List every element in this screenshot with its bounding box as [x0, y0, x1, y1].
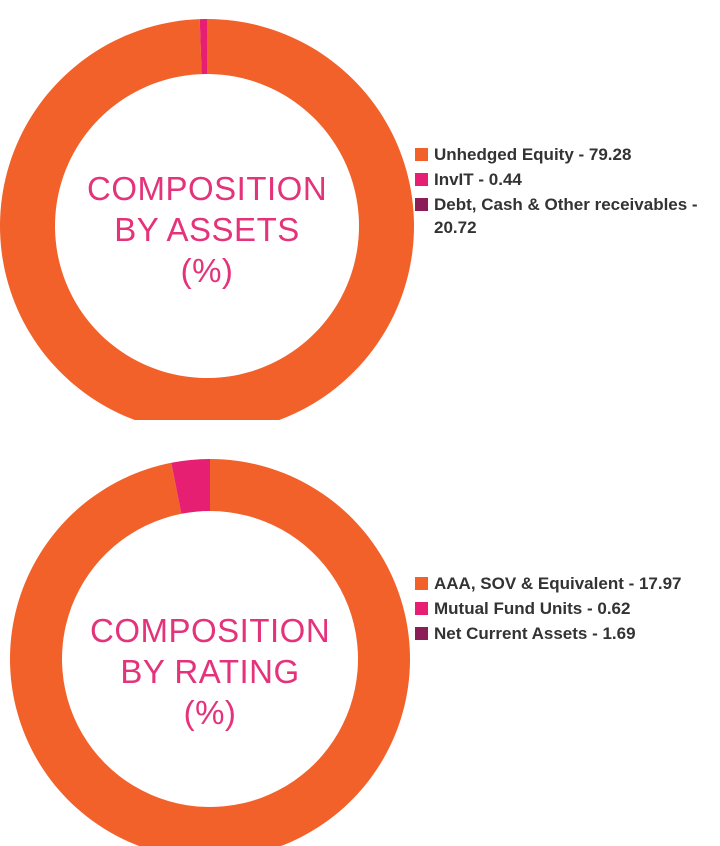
legend-item-unhedged-equity: Unhedged Equity - 79.28	[415, 143, 715, 166]
assets-title-line-3: (%)	[180, 252, 234, 289]
assets-legend: Unhedged Equity - 79.28 InvIT - 0.44 Deb…	[415, 143, 715, 241]
legend-swatch	[415, 148, 428, 161]
rating-center-title: COMPOSITION BY RATING (%)	[90, 610, 330, 733]
legend-label: Unhedged Equity - 79.28	[434, 145, 632, 164]
legend-swatch	[415, 602, 428, 615]
legend-label: AAA, SOV & Equivalent - 17.97	[434, 574, 682, 593]
legend-swatch	[415, 577, 428, 590]
rating-title-line-2: BY RATING	[120, 653, 300, 690]
legend-item-invit: InvIT - 0.44	[415, 168, 715, 191]
legend-label: Debt, Cash & Other receivables - 20.72	[434, 195, 698, 237]
legend-item-debt-cash: Debt, Cash & Other receivables - 20.72	[415, 193, 715, 239]
legend-label: Mutual Fund Units - 0.62	[434, 599, 631, 618]
rating-title-line-1: COMPOSITION	[90, 612, 331, 649]
legend-swatch	[415, 173, 428, 186]
rating-title-line-3: (%)	[183, 694, 237, 731]
assets-title-line-1: COMPOSITION	[87, 170, 328, 207]
legend-label: InvIT - 0.44	[434, 170, 522, 189]
legend-item-net-current-assets: Net Current Assets - 1.69	[415, 622, 715, 645]
assets-center-title: COMPOSITION BY ASSETS (%)	[87, 168, 327, 291]
rating-donut	[10, 459, 410, 846]
assets-title-line-2: BY ASSETS	[114, 211, 300, 248]
legend-item-mutual-fund-units: Mutual Fund Units - 0.62	[415, 597, 715, 620]
legend-item-aaa-sov: AAA, SOV & Equivalent - 17.97	[415, 572, 715, 595]
donut-slice-invit	[199, 19, 207, 75]
legend-swatch	[415, 627, 428, 640]
legend-swatch	[415, 198, 428, 211]
assets-donut	[0, 19, 414, 420]
composition-by-assets-chart: COMPOSITION BY ASSETS (%) Unhedged Equit…	[0, 0, 720, 420]
composition-by-rating-chart: COMPOSITION BY RATING (%) AAA, SOV & Equ…	[0, 420, 720, 846]
rating-legend: AAA, SOV & Equivalent - 17.97 Mutual Fun…	[415, 572, 715, 647]
legend-label: Net Current Assets - 1.69	[434, 624, 636, 643]
donut-slice-mutual-fund-units	[171, 459, 210, 514]
